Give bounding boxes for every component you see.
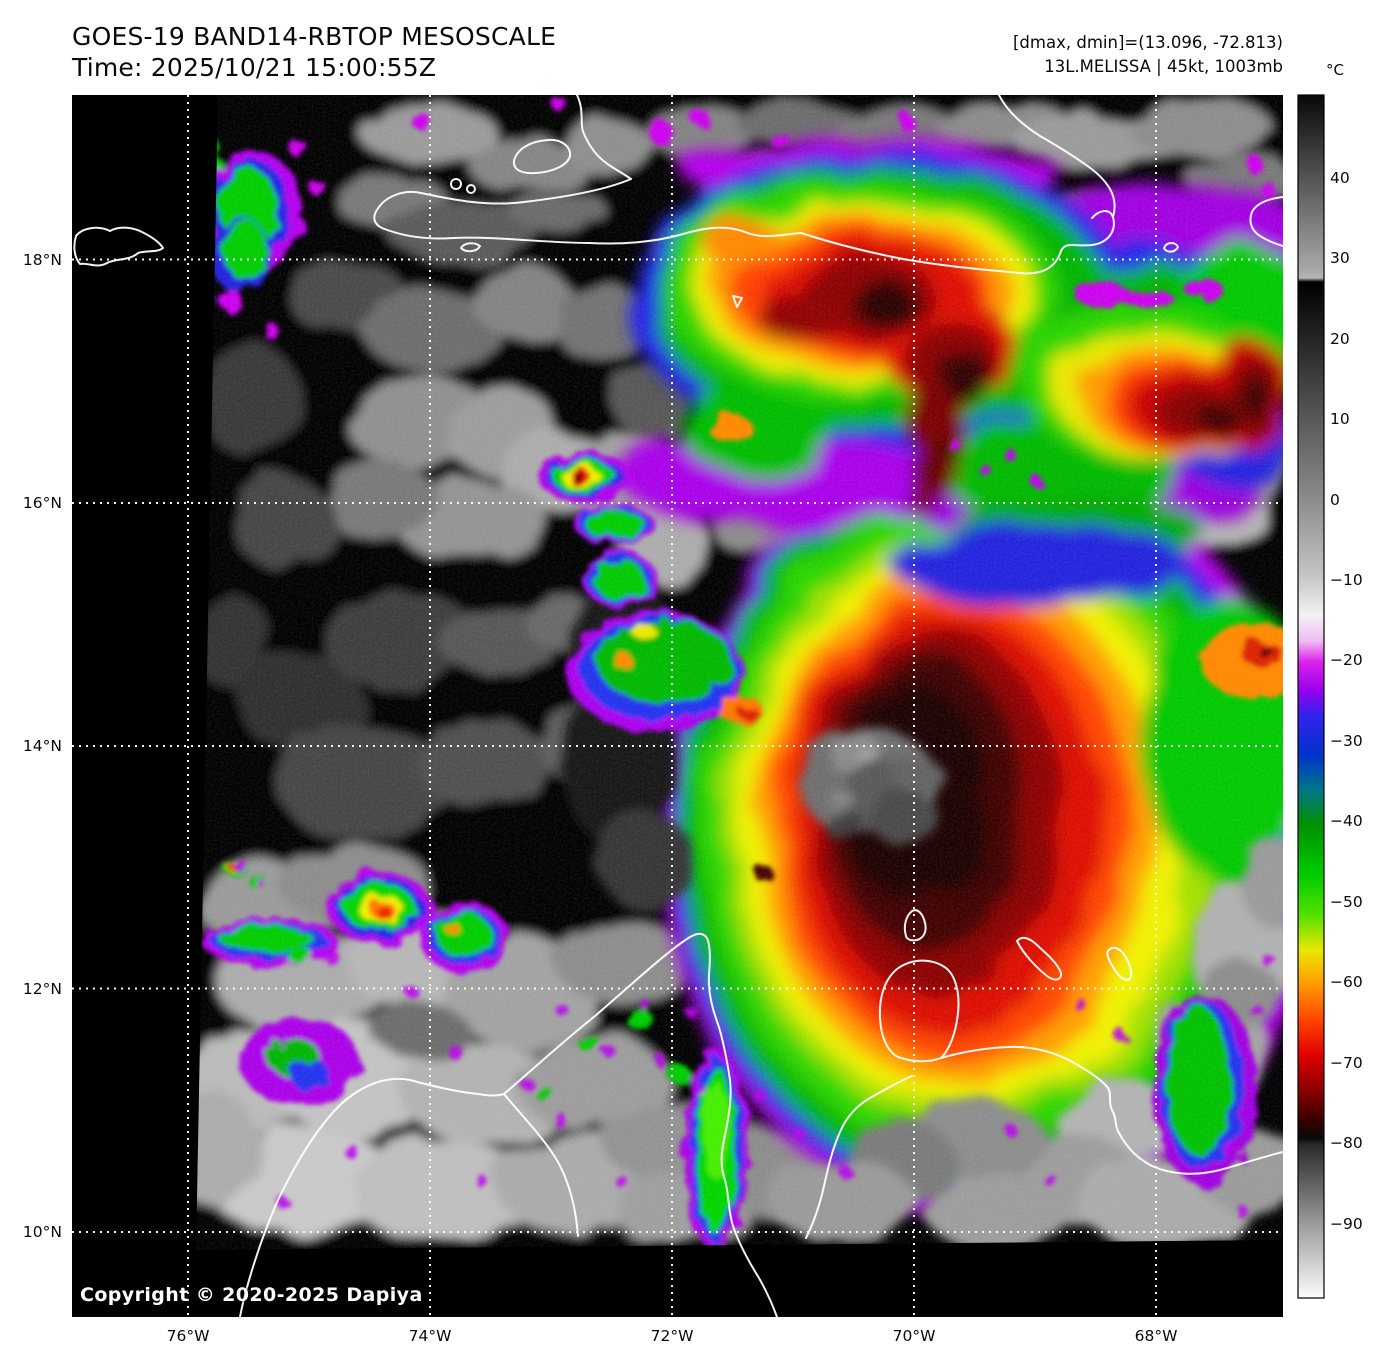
grain-overlay [196, 95, 1283, 1250]
coast-mona [1163, 242, 1179, 253]
coast-puerto-rico [1249, 196, 1283, 247]
copyright-watermark: Copyright © 2020-2025 Dapiya [80, 1284, 423, 1306]
coast-tiburon-north [373, 178, 632, 229]
timestamp: Time: 2025/10/21 15:00:55Z [72, 53, 437, 82]
coast-jamaica [73, 226, 164, 267]
dmax-dmin-readout: [dmax, dmin]=(13.096, -72.813) [1013, 33, 1283, 52]
coast-tiburon-south [381, 226, 802, 245]
coast-gonave [512, 138, 572, 175]
coast-cayemites [450, 178, 462, 190]
coast-haiti-west [576, 95, 632, 180]
coast-saona [1060, 210, 1115, 252]
border-colombia-venezuela [503, 1093, 579, 1237]
coast-venezuela [940, 1045, 1283, 1175]
page-title: GOES-19 BAND14-RBTOP MESOSCALE [72, 22, 557, 51]
coast-dr-south [800, 232, 1062, 275]
coast-guajira [503, 932, 778, 1317]
coast-dr-east [998, 95, 1116, 218]
coast-aruba [903, 909, 927, 942]
coast-bonaire [1106, 946, 1133, 981]
coast-beata [732, 295, 743, 308]
coast-curacao [1016, 936, 1063, 981]
colorbar [1297, 94, 1325, 1299]
colorbar-unit-label: °C [1326, 61, 1344, 79]
storm-info: 13L.MELISSA | 45kt, 1003mb [1044, 57, 1283, 76]
coast-paraguana [878, 959, 960, 1063]
coast-gulf-venezuela-east [805, 1075, 913, 1239]
coast-cayemites-2 [466, 184, 476, 194]
coast-colombia [239, 1077, 505, 1317]
coast-ile-a-vache [460, 242, 481, 253]
coastlines [73, 95, 1283, 1317]
graticule-gridlines [72, 95, 1283, 1317]
